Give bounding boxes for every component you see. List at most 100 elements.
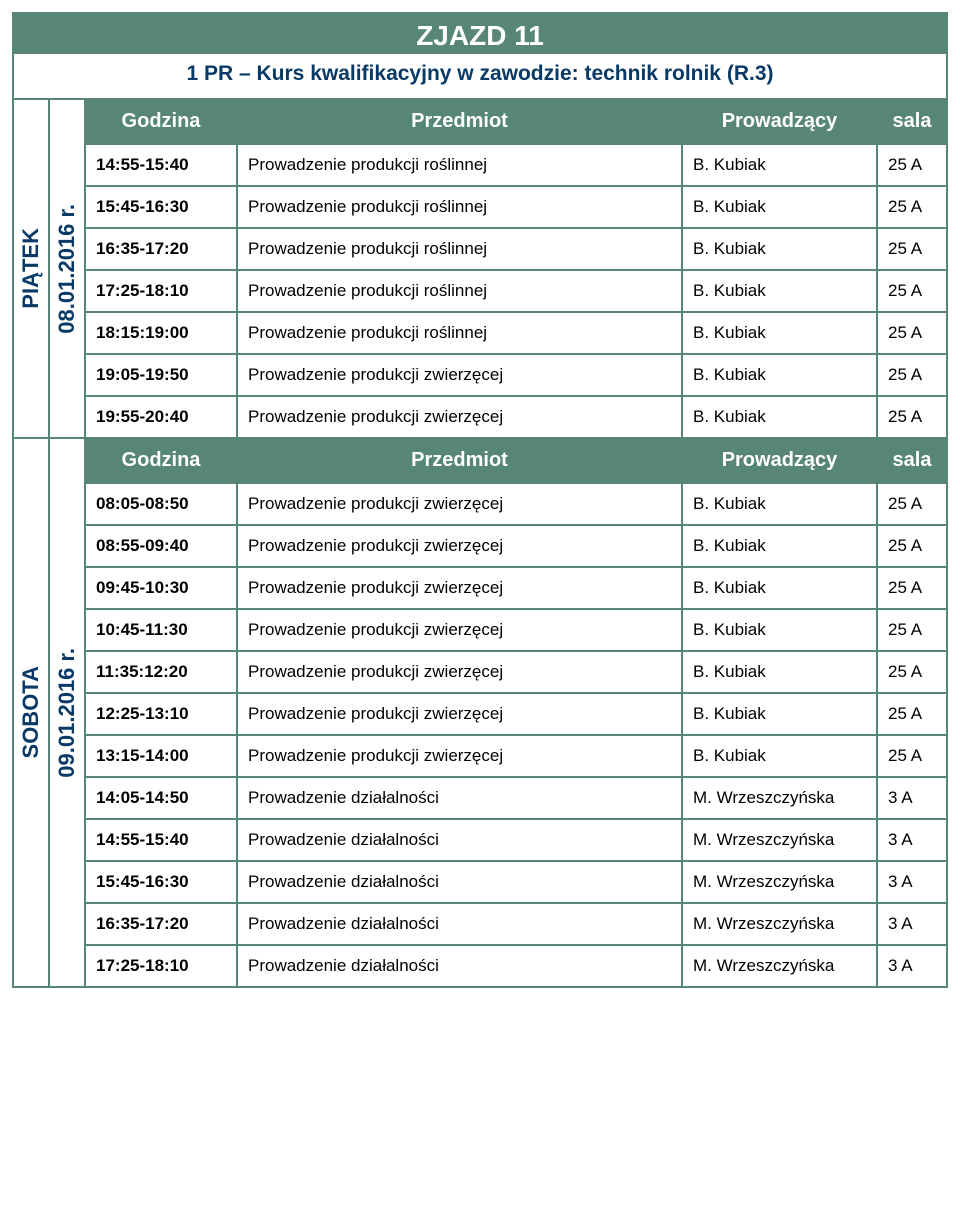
table-header-row: GodzinaPrzedmiotProwadzącysala — [86, 439, 946, 482]
cell-lecturer: M. Wrzeszczyńska — [681, 904, 876, 944]
header-subject: Przedmiot — [236, 100, 681, 143]
table-row: 15:45-16:30Prowadzenie działalnościM. Wr… — [86, 860, 946, 902]
cell-subject: Prowadzenie produkcji zwierzęcej — [236, 355, 681, 395]
header-lecturer: Prowadzący — [681, 100, 876, 143]
cell-lecturer: M. Wrzeszczyńska — [681, 778, 876, 818]
cell-time: 16:35-17:20 — [86, 229, 236, 269]
cell-room: 25 A — [876, 484, 946, 524]
table-row: 14:55-15:40Prowadzenie produkcji roślinn… — [86, 143, 946, 185]
cell-time: 19:55-20:40 — [86, 397, 236, 437]
cell-room: 25 A — [876, 736, 946, 776]
table-row: 16:35-17:20Prowadzenie działalnościM. Wr… — [86, 902, 946, 944]
cell-room: 25 A — [876, 652, 946, 692]
schedule-container: ZJAZD 11 1 PR – Kurs kwalifikacyjny w za… — [12, 12, 948, 988]
table-row: 14:05-14:50Prowadzenie działalnościM. Wr… — [86, 776, 946, 818]
header-room: sala — [876, 100, 946, 143]
table-row: 17:25-18:10Prowadzenie działalnościM. Wr… — [86, 944, 946, 986]
cell-lecturer: B. Kubiak — [681, 484, 876, 524]
cell-subject: Prowadzenie produkcji roślinnej — [236, 271, 681, 311]
cell-time: 14:05-14:50 — [86, 778, 236, 818]
header-time: Godzina — [86, 439, 236, 482]
cell-room: 25 A — [876, 145, 946, 185]
day-label: SOBOTA — [18, 666, 44, 758]
cell-time: 11:35:12:20 — [86, 652, 236, 692]
table-row: 12:25-13:10Prowadzenie produkcji zwierzę… — [86, 692, 946, 734]
cell-room: 3 A — [876, 904, 946, 944]
cell-time: 15:45-16:30 — [86, 187, 236, 227]
cell-room: 3 A — [876, 862, 946, 902]
cell-time: 14:55-15:40 — [86, 145, 236, 185]
date-label: 09.01.2016 r. — [54, 648, 80, 778]
cell-time: 17:25-18:10 — [86, 271, 236, 311]
cell-time: 16:35-17:20 — [86, 904, 236, 944]
header-subject: Przedmiot — [236, 439, 681, 482]
cell-room: 25 A — [876, 313, 946, 353]
cell-lecturer: B. Kubiak — [681, 187, 876, 227]
cell-lecturer: M. Wrzeszczyńska — [681, 862, 876, 902]
day-block: PIĄTEK08.01.2016 r. GodzinaPrzedmiotProwa… — [14, 98, 946, 437]
cell-time: 17:25-18:10 — [86, 946, 236, 986]
cell-room: 25 A — [876, 271, 946, 311]
table-row: 17:25-18:10Prowadzenie produkcji roślinn… — [86, 269, 946, 311]
cell-time: 08:55-09:40 — [86, 526, 236, 566]
date-label-column: 09.01.2016 r. — [50, 439, 86, 986]
page-subtitle: 1 PR – Kurs kwalifikacyjny w zawodzie: t… — [14, 54, 946, 98]
table-row: 19:05-19:50Prowadzenie produkcji zwierzę… — [86, 353, 946, 395]
cell-subject: Prowadzenie produkcji roślinnej — [236, 187, 681, 227]
cell-lecturer: B. Kubiak — [681, 397, 876, 437]
cell-subject: Prowadzenie produkcji zwierzęcej — [236, 526, 681, 566]
cell-subject: Prowadzenie działalności — [236, 946, 681, 986]
day-label-column: PIĄTEK — [14, 100, 50, 437]
cell-subject: Prowadzenie działalności — [236, 820, 681, 860]
cell-lecturer: B. Kubiak — [681, 568, 876, 608]
cell-room: 25 A — [876, 526, 946, 566]
cell-room: 25 A — [876, 568, 946, 608]
cell-room: 25 A — [876, 187, 946, 227]
cell-lecturer: B. Kubiak — [681, 313, 876, 353]
table-row: 18:15:19:00Prowadzenie produkcji roślinn… — [86, 311, 946, 353]
day-block: SOBOTA09.01.2016 r.GodzinaPrzedmiotProwa… — [14, 437, 946, 986]
cell-subject: Prowadzenie produkcji zwierzęcej — [236, 652, 681, 692]
cell-lecturer: M. Wrzeszczyńska — [681, 946, 876, 986]
cell-time: 13:15-14:00 — [86, 736, 236, 776]
cell-subject: Prowadzenie produkcji zwierzęcej — [236, 610, 681, 650]
cell-subject: Prowadzenie produkcji zwierzęcej — [236, 397, 681, 437]
table-row: 16:35-17:20Prowadzenie produkcji roślinn… — [86, 227, 946, 269]
header-lecturer: Prowadzący — [681, 439, 876, 482]
cell-time: 18:15:19:00 — [86, 313, 236, 353]
cell-time: 12:25-13:10 — [86, 694, 236, 734]
cell-time: 10:45-11:30 — [86, 610, 236, 650]
day-label-column: SOBOTA — [14, 439, 50, 986]
table-row: 19:55-20:40Prowadzenie produkcji zwierzę… — [86, 395, 946, 437]
cell-subject: Prowadzenie produkcji zwierzęcej — [236, 736, 681, 776]
cell-time: 14:55-15:40 — [86, 820, 236, 860]
table-row: 13:15-14:00Prowadzenie produkcji zwierzę… — [86, 734, 946, 776]
date-label: 08.01.2016 r. — [54, 204, 80, 334]
cell-room: 25 A — [876, 694, 946, 734]
cell-room: 25 A — [876, 229, 946, 269]
cell-subject: Prowadzenie produkcji roślinnej — [236, 229, 681, 269]
cell-room: 3 A — [876, 946, 946, 986]
cell-subject: Prowadzenie produkcji roślinnej — [236, 145, 681, 185]
table-header-row: GodzinaPrzedmiotProwadzącysala — [86, 100, 946, 143]
date-label-column: 08.01.2016 r. — [50, 100, 86, 437]
cell-subject: Prowadzenie działalności — [236, 904, 681, 944]
table-row: 09:45-10:30Prowadzenie produkcji zwierzę… — [86, 566, 946, 608]
cell-subject: Prowadzenie działalności — [236, 862, 681, 902]
cell-lecturer: M. Wrzeszczyńska — [681, 820, 876, 860]
table-row: 15:45-16:30Prowadzenie produkcji roślinn… — [86, 185, 946, 227]
cell-subject: Prowadzenie produkcji zwierzęcej — [236, 694, 681, 734]
cell-room: 3 A — [876, 778, 946, 818]
days-container: PIĄTEK08.01.2016 r.GodzinaPrzedmiotProwa… — [14, 98, 946, 986]
cell-lecturer: B. Kubiak — [681, 355, 876, 395]
table-row: 08:05-08:50Prowadzenie produkcji zwierzę… — [86, 482, 946, 524]
cell-room: 25 A — [876, 610, 946, 650]
table-row: 14:55-15:40Prowadzenie działalnościM. Wr… — [86, 818, 946, 860]
cell-subject: Prowadzenie produkcji zwierzęcej — [236, 484, 681, 524]
cell-lecturer: B. Kubiak — [681, 694, 876, 734]
cell-room: 25 A — [876, 397, 946, 437]
cell-room: 3 A — [876, 820, 946, 860]
cell-time: 19:05-19:50 — [86, 355, 236, 395]
cell-lecturer: B. Kubiak — [681, 526, 876, 566]
cell-lecturer: B. Kubiak — [681, 610, 876, 650]
